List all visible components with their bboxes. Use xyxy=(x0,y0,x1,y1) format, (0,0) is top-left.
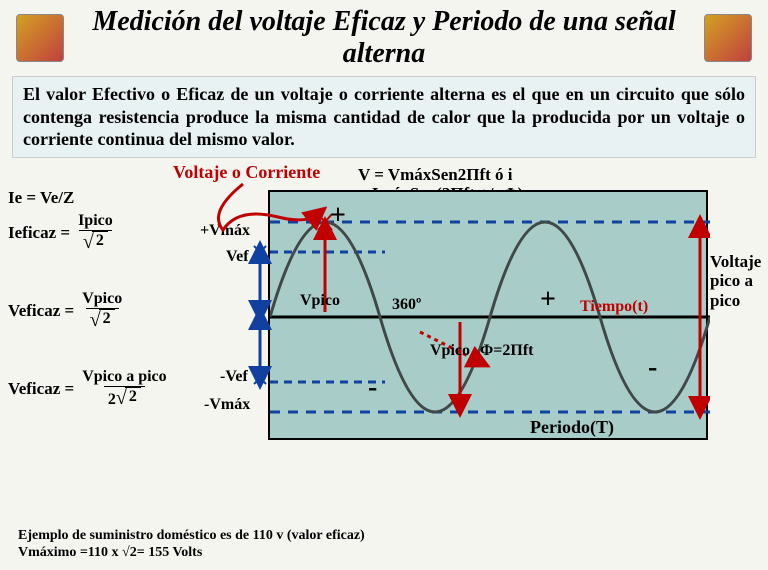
veficaz-num: Vpico xyxy=(78,290,126,308)
vpico-down-label: Vpico xyxy=(430,342,470,360)
sine-chart: + + - - Vpico Vpico 360º Φ=2Πft Tiempo(t… xyxy=(268,190,708,440)
veficaz-pp-coef: 2 xyxy=(108,391,116,408)
periodo-label: Periodo(T) xyxy=(530,417,614,438)
vef-neg-label: -Vef xyxy=(220,368,248,386)
phi-label: Φ=2Πft xyxy=(480,342,533,360)
diagram-area: Voltaje o Corriente V = VmáxSen2Πft ó i … xyxy=(8,162,760,482)
veficaz-pp-lhs: Veficaz = xyxy=(8,379,74,399)
tiempo-label: Tiempo(t) xyxy=(580,298,648,316)
plus-vmax-label: +Vmáx xyxy=(200,222,250,240)
crest-icon xyxy=(16,14,64,62)
veficaz-pp-den: 2 xyxy=(125,387,141,406)
logo-right xyxy=(698,8,758,68)
minus-sign-2: - xyxy=(648,352,657,384)
ieficaz-den: 2 xyxy=(92,231,108,250)
vpico-up-label: Vpico xyxy=(300,292,340,310)
logo-left xyxy=(10,8,70,68)
deg360-label: 360º xyxy=(392,296,421,314)
veficaz-den: 2 xyxy=(99,309,115,328)
page-title: Medición del voltaje Eficaz y Periodo de… xyxy=(0,0,768,74)
footnote-line1: Ejemplo de suministro doméstico es de 11… xyxy=(18,528,365,543)
vef-pos-label: Vef xyxy=(226,248,249,266)
plus-sign-2: + xyxy=(540,284,556,316)
ieficaz-lhs: Ieficaz = xyxy=(8,223,70,243)
minus-sign-1: - xyxy=(368,372,377,404)
veficaz-pp-num: Vpico a pico xyxy=(78,368,170,386)
vpp-side-label: Voltaje pico a pico xyxy=(710,252,761,311)
footnote: Ejemplo de suministro doméstico es de 11… xyxy=(18,528,365,562)
minus-vmax-label: -Vmáx xyxy=(204,396,250,414)
footnote-line2: Vmáximo =110 x √2= 155 Volts xyxy=(18,545,202,560)
veficaz-lhs: Veficaz = xyxy=(8,301,74,321)
crest-icon xyxy=(704,14,752,62)
definition-box: El valor Efectivo o Eficaz de un voltaje… xyxy=(12,76,756,158)
plus-sign-1: + xyxy=(330,200,346,232)
ie-formula-line1: Ie = Ve/Z xyxy=(8,188,268,208)
slide-root: Medición del voltaje Eficaz y Periodo de… xyxy=(0,0,768,570)
ieficaz-num: Ipico xyxy=(74,212,117,230)
eq-line1: V = VmáxSen2Πft ó i xyxy=(358,165,513,184)
